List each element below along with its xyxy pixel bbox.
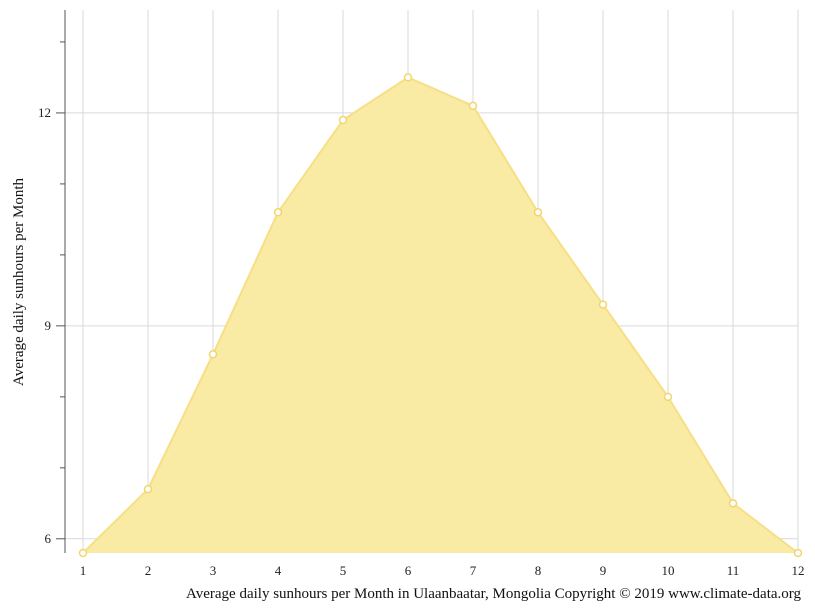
data-point	[338, 115, 348, 125]
area-line	[82, 76, 799, 554]
y-tick-label: 9	[45, 318, 52, 333]
data-point	[793, 548, 803, 558]
axes	[56, 10, 66, 553]
y-axis-title: Average daily sunhours per Month	[11, 178, 27, 387]
x-tick-label: 11	[727, 563, 740, 578]
x-tick-label: 3	[210, 563, 217, 578]
x-tick-label: 5	[340, 563, 347, 578]
y-tick-label: 6	[45, 531, 52, 546]
data-point	[273, 208, 283, 217]
data-point	[143, 484, 153, 494]
x-tick-label: 2	[145, 563, 152, 578]
data-point	[208, 350, 218, 359]
x-tick-label: 1	[80, 563, 87, 578]
x-tick-label: 6	[405, 563, 412, 578]
x-tick-label: 8	[535, 563, 542, 578]
area-fill	[83, 77, 798, 554]
y-tick-label: 12	[38, 105, 51, 120]
data-point	[533, 208, 543, 217]
x-tick-label: 10	[662, 563, 675, 578]
data-point	[468, 101, 478, 111]
chart-caption: Average daily sunhours per Month in Ulaa…	[186, 586, 801, 602]
x-tick-label: 12	[792, 563, 805, 578]
data-point	[78, 548, 88, 558]
x-tick-label: 7	[470, 563, 477, 578]
x-tick-label: 9	[600, 563, 607, 578]
x-tick-label: 4	[275, 563, 282, 578]
data-point	[598, 300, 608, 309]
data-point	[403, 73, 413, 82]
data-markers	[78, 73, 803, 558]
plot-area	[82, 76, 799, 554]
data-point	[663, 392, 673, 402]
data-point	[728, 499, 738, 508]
